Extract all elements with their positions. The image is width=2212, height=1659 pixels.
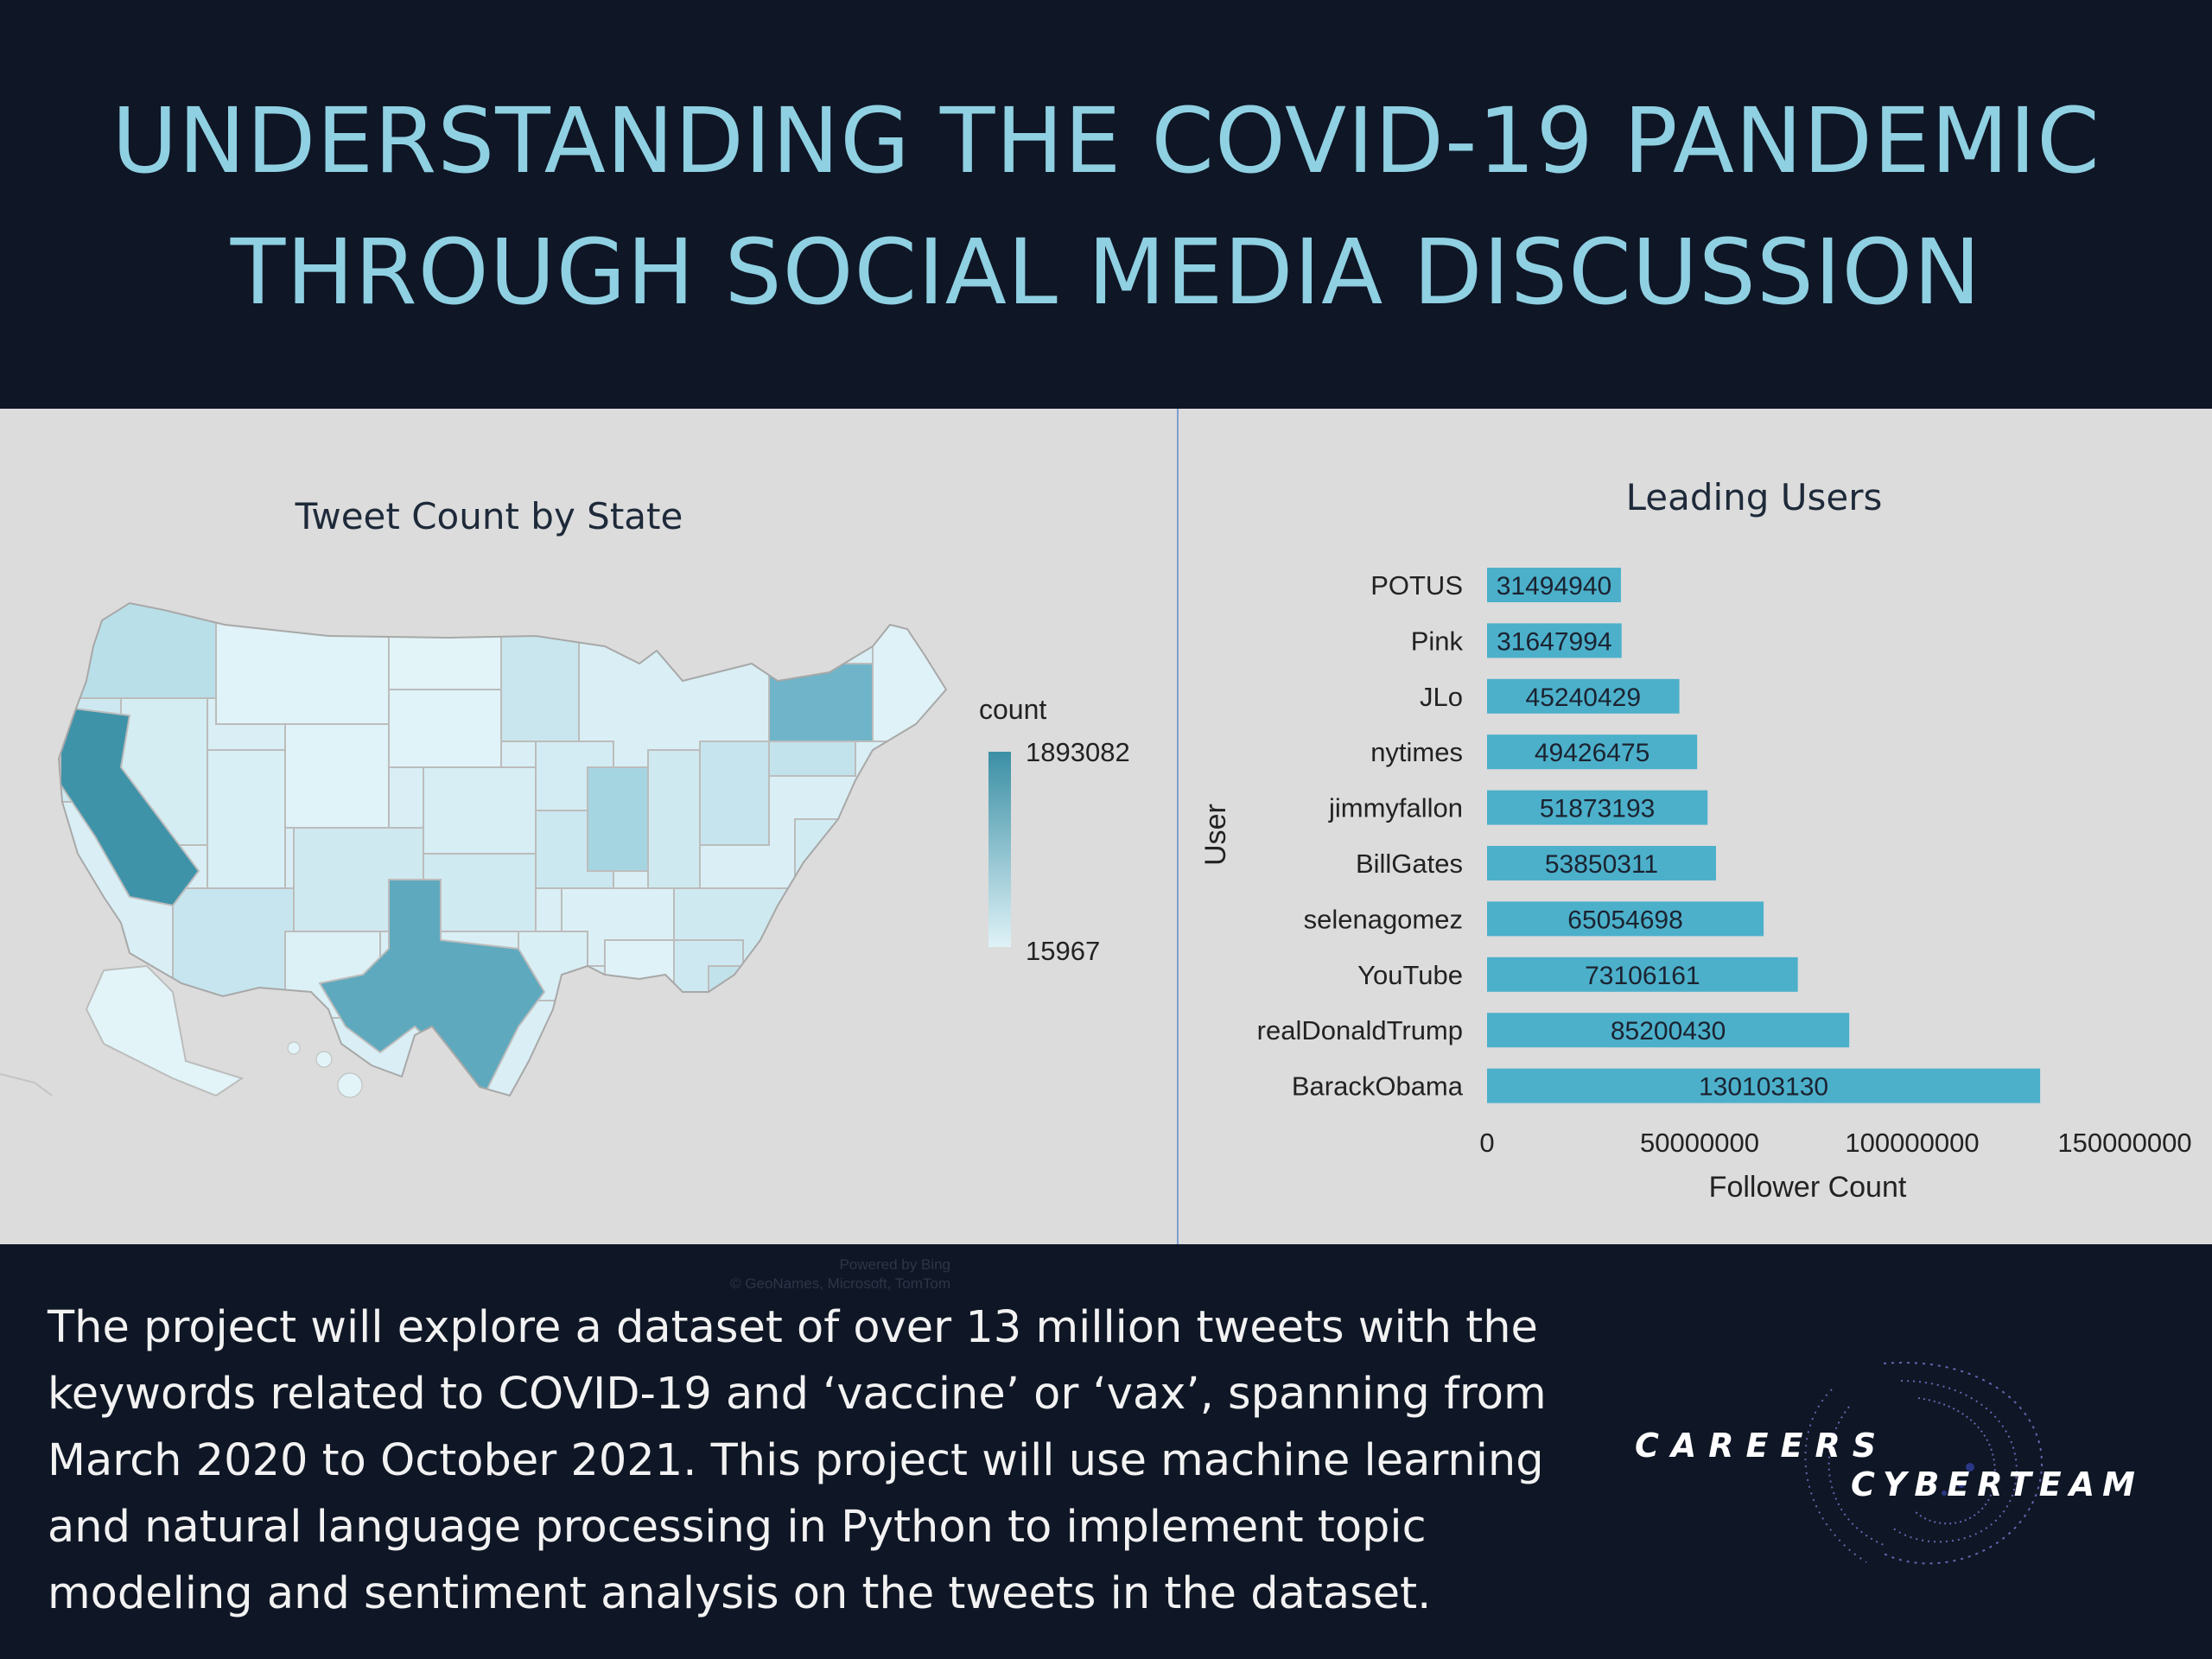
x-tick-label: 100000000 (1845, 1128, 1979, 1158)
category-tick-label: jimmyfallon (1328, 793, 1463, 823)
legend-max-label: 1893082 (1026, 737, 1130, 767)
bar-data-label: 130103130 (1699, 1073, 1828, 1102)
bar-data-label: 31494940 (1497, 572, 1611, 601)
us-state-map (0, 601, 948, 1098)
bar-data-label: 45240429 (1526, 683, 1641, 712)
legend-title: count (979, 694, 1047, 725)
category-tick-label: nytimes (1370, 737, 1463, 767)
y-axis-label: User (1199, 804, 1232, 866)
category-tick-label: BillGates (1356, 849, 1463, 879)
x-tick-label: 150000000 (2057, 1128, 2191, 1158)
map-credit-line-2: © GeoNames, Microsoft, TomTom (730, 1275, 950, 1292)
bar (1487, 790, 1708, 825)
bar-data-label: 49426475 (1535, 739, 1649, 767)
category-tick-label: Pink (1411, 626, 1464, 656)
logo-text-cyberteam: CYBERTEAM (1851, 1465, 2143, 1503)
bar (1487, 957, 1798, 992)
charts-panel: Tweet Count by State (0, 409, 2212, 1292)
category-tick-label: YouTube (1357, 960, 1463, 990)
x-tick-label: 0 (1479, 1128, 1494, 1158)
bar-data-label: 51873193 (1540, 795, 1655, 823)
bar-data-label: 85200430 (1611, 1017, 1726, 1046)
chart-title: Leading Users (1625, 476, 1883, 518)
legend-color-scale (988, 752, 1011, 947)
bar (1487, 901, 1764, 937)
bar-data-label: 65054698 (1567, 906, 1682, 934)
careers-cyberteam-logo: CAREERS CYBERTEAM (1635, 1362, 2143, 1565)
category-tick-label: BarackObama (1292, 1071, 1464, 1102)
map-credit-line-1: Powered by Bing (839, 1256, 950, 1273)
map-title: Tweet Count by State (295, 495, 683, 537)
project-description: The project will explore a dataset of ov… (48, 1302, 1547, 1619)
bar (1487, 846, 1716, 880)
x-tick-label: 50000000 (1640, 1128, 1759, 1158)
x-axis-label: Follower Count (1709, 1171, 1907, 1204)
bar-data-label: 31647994 (1497, 627, 1611, 656)
bar (1487, 568, 1621, 602)
map-credit: Powered by Bing © GeoNames, Microsoft, T… (657, 1255, 950, 1294)
category-tick-label: selenagomez (1304, 904, 1463, 934)
bar (1487, 1068, 2041, 1103)
bar (1487, 1013, 1850, 1048)
bar (1487, 678, 1680, 714)
bar-data-label: 73106161 (1585, 962, 1700, 990)
header: UNDERSTANDING THE COVID-19 PANDEMIC THRO… (0, 0, 2212, 409)
page-title-line-1: UNDERSTANDING THE COVID-19 PANDEMIC (111, 88, 2101, 194)
category-tick-label: POTUS (1370, 570, 1463, 601)
logo-text-careers: CAREERS (1635, 1427, 1888, 1465)
bar (1487, 623, 1622, 658)
legend-min-label: 15967 (1026, 936, 1101, 966)
panel-divider (1177, 409, 1179, 1244)
category-tick-label: realDonaldTrump (1257, 1015, 1463, 1046)
category-tick-label: JLo (1420, 682, 1463, 712)
leading-users-bar-chart: 31494940 POTUS 31647994 Pink 45240429 JLo 4942… (1199, 568, 2192, 1204)
page-title-line-2: THROUGH SOCIAL MEDIA DISCUSSION (230, 219, 1982, 325)
bar-data-label: 53850311 (1545, 850, 1658, 879)
bar (1487, 734, 1698, 770)
